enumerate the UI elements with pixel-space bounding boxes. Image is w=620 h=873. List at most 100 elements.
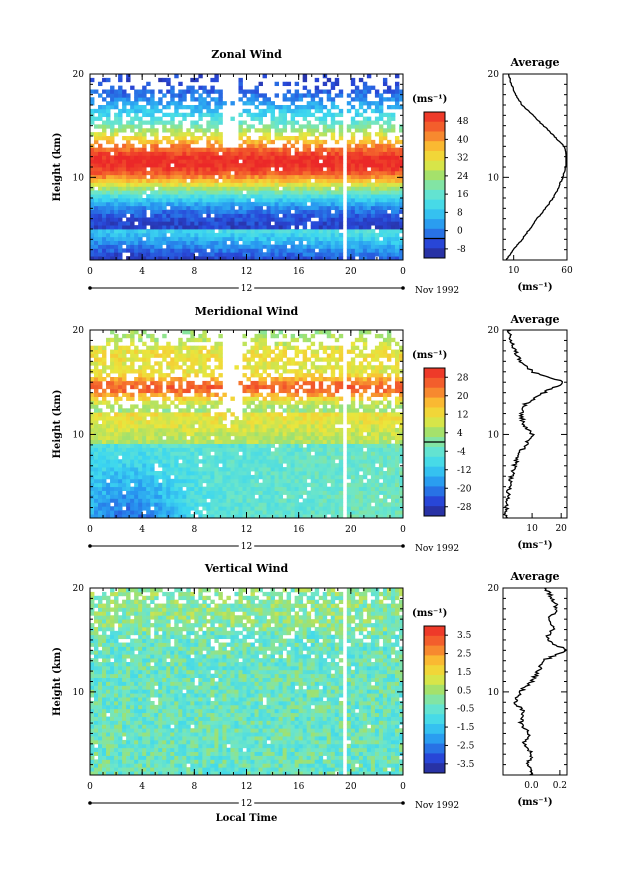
average-frame: [502, 329, 568, 519]
y-axis-label: Height (km): [52, 390, 63, 459]
date-label-bg: [238, 542, 255, 552]
average-y-tick-label: 20: [488, 326, 500, 336]
colorbar-tick-label: 1.5: [457, 668, 472, 678]
x-tick-label: 4: [139, 267, 145, 277]
x-tick-label: 20: [345, 267, 357, 277]
colorbar-unit: (ms⁻¹): [412, 94, 447, 105]
y-tick-label: 10: [73, 173, 85, 183]
date-line-end: [88, 286, 92, 290]
date-suffix: Nov 1992: [415, 286, 459, 296]
average-y-tick-label: 10: [488, 430, 500, 440]
colorbar-unit: (ms⁻¹): [412, 608, 447, 619]
colorbar-tick-label: 0.5: [457, 686, 472, 696]
average-profile-line: [502, 329, 563, 519]
colorbar-swatches: [424, 626, 445, 774]
average-x-tick-label: 10: [508, 266, 520, 276]
colorbar-swatches: [424, 112, 445, 259]
heatmap-cells: [90, 74, 404, 261]
average-x-label: (ms⁻¹): [517, 282, 552, 293]
x-tick-label: 12: [241, 525, 252, 535]
x-tick-label: 0: [87, 267, 93, 277]
average-profile-line: [505, 73, 567, 261]
y-tick-label: 20: [73, 584, 85, 594]
average-y-tick-label: 20: [488, 584, 500, 594]
x-tick-label: 0: [87, 782, 93, 792]
x-tick-label: 0: [400, 782, 406, 792]
colorbar-tick-label: 0: [457, 227, 463, 237]
colorbar-tick-label: 12: [457, 410, 468, 420]
x-axis-label: Local Time: [216, 813, 278, 824]
average-title: Average: [509, 570, 559, 583]
colorbar-tick-label: -2.5: [457, 741, 475, 751]
date-line-end: [88, 544, 92, 548]
average-x-tick-label: 10: [526, 524, 538, 534]
date-suffix: Nov 1992: [415, 801, 459, 811]
average-title: Average: [509, 313, 559, 326]
date-line-end: [401, 286, 405, 290]
average-y-tick-label: 10: [488, 688, 500, 698]
x-tick-label: 8: [191, 525, 197, 535]
average-title: Average: [509, 56, 559, 69]
average-x-label: (ms⁻¹): [517, 540, 552, 551]
date-label: 12: [241, 799, 252, 809]
x-tick-label: 20: [345, 782, 357, 792]
colorbar-tick-label: -28: [457, 503, 472, 513]
x-tick-label: 8: [191, 782, 197, 792]
heatmap-cells: [90, 330, 404, 519]
colorbar-tick-label: 16: [457, 190, 469, 200]
panel-title: Vertical Wind: [204, 562, 289, 575]
average-profile-line: [513, 587, 567, 776]
x-tick-label: 4: [139, 782, 145, 792]
x-tick-label: 8: [191, 267, 197, 277]
colorbar-tick-label: -0.5: [457, 705, 475, 715]
colorbar-tick-label: -1.5: [457, 723, 475, 733]
y-tick-label: 10: [73, 430, 85, 440]
date-label: 12: [241, 284, 252, 294]
colorbar-tick-label: 40: [457, 135, 469, 145]
panel-title: Zonal Wind: [211, 48, 282, 61]
heatmap-cells: [90, 588, 404, 776]
x-tick-label: 20: [345, 525, 357, 535]
average-x-label: (ms⁻¹): [517, 797, 552, 808]
y-tick-label: 20: [73, 70, 85, 80]
average-frame: [502, 73, 568, 261]
average-y-tick-label: 10: [488, 173, 500, 183]
y-tick-label: 10: [73, 688, 85, 698]
colorbar-tick-label: -20: [457, 484, 472, 494]
colorbar-tick-label: -12: [457, 466, 472, 476]
date-line-end: [401, 801, 405, 805]
colorbar-tick-label: 24: [457, 172, 469, 182]
x-tick-label: 0: [87, 525, 93, 535]
x-tick-label: 16: [293, 267, 305, 277]
x-tick-label: 16: [293, 782, 305, 792]
x-tick-label: 4: [139, 525, 145, 535]
y-axis-label: Height (km): [52, 133, 63, 202]
x-tick-label: 0: [400, 525, 406, 535]
colorbar-tick-label: 32: [457, 154, 468, 164]
average-x-tick-label: 60: [561, 266, 573, 276]
colorbar-tick-label: 20: [457, 392, 469, 402]
average-x-tick-label: 20: [555, 524, 567, 534]
y-tick-label: 20: [73, 326, 85, 336]
date-line-end: [88, 801, 92, 805]
y-axis-label: Height (km): [52, 647, 63, 716]
colorbar-frame: [423, 111, 446, 259]
date-label-bg: [238, 799, 255, 809]
x-tick-label: 0: [400, 267, 406, 277]
average-y-tick-label: 20: [488, 70, 500, 80]
colorbar-unit: (ms⁻¹): [412, 350, 447, 361]
colorbar-tick-label: -4: [457, 447, 466, 457]
date-label: 12: [241, 542, 252, 552]
date-suffix: Nov 1992: [415, 544, 459, 554]
x-tick-label: 12: [241, 267, 252, 277]
average-x-tick-label: 0.0: [524, 781, 539, 791]
colorbar-tick-label: 8: [457, 208, 463, 218]
colorbar-tick-label: 3.5: [457, 631, 472, 641]
colorbar-tick-label: -8: [457, 245, 466, 255]
colorbar-tick-label: 4: [457, 429, 463, 439]
date-line-end: [401, 544, 405, 548]
colorbar-tick-label: 48: [457, 117, 469, 127]
colorbar-tick-label: -3.5: [457, 760, 475, 770]
colorbar-frame: [423, 625, 446, 774]
